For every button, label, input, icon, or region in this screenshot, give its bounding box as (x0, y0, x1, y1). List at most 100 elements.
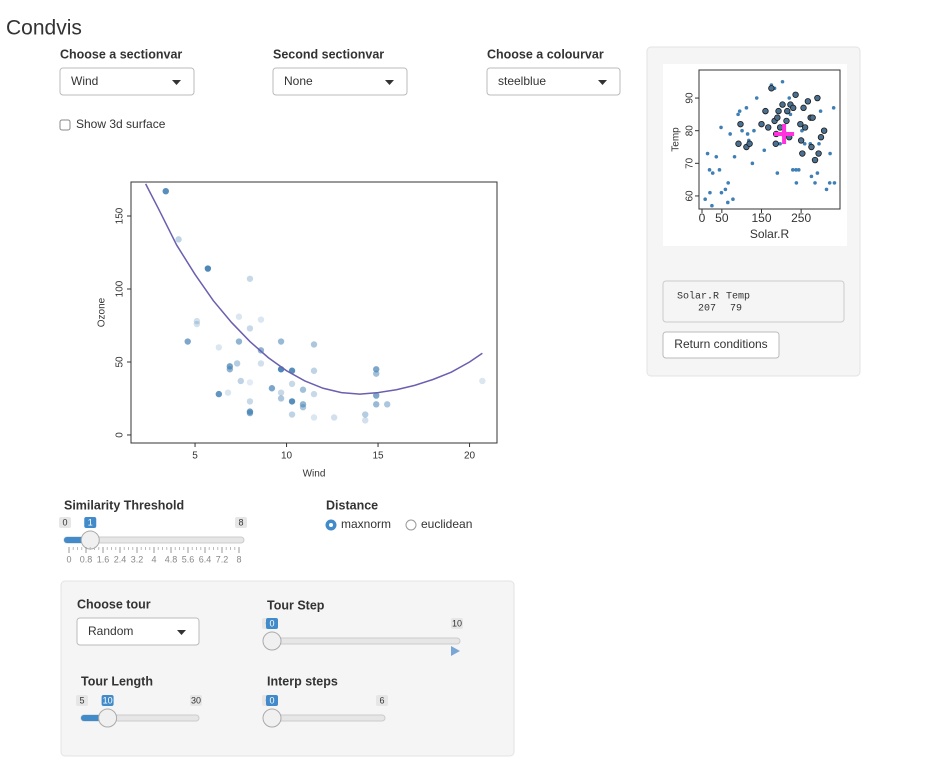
slider-handle[interactable] (262, 708, 282, 728)
y-axis-label: Ozone (97, 297, 108, 327)
slider-min: 0 (62, 517, 67, 527)
point (717, 168, 722, 172)
point (809, 174, 814, 179)
select-value: Random (88, 624, 133, 638)
app-title: Condvis (6, 17, 82, 40)
slider-max-bg (376, 695, 388, 706)
slider-value-bg (84, 517, 97, 528)
point (705, 151, 710, 156)
y-tick-label: 60 (685, 190, 696, 202)
point (797, 137, 805, 144)
select-label: Second sectionvar (273, 47, 384, 61)
conditions-value: 207 (698, 304, 716, 315)
slider-label: Tour Step (267, 598, 325, 612)
point (787, 96, 792, 100)
select-box[interactable] (76, 617, 200, 646)
point (268, 385, 276, 392)
x-axis-label: Wind (303, 469, 326, 480)
condition-cross (774, 123, 795, 144)
point (707, 168, 712, 172)
point (737, 120, 744, 128)
slider-max: 30 (191, 695, 201, 705)
x-tick-label: 20 (464, 451, 476, 462)
point (175, 236, 182, 243)
slider-handle[interactable] (98, 708, 118, 728)
y-tick-label: 70 (685, 157, 696, 169)
slider-tick-label: 0.8 (80, 554, 93, 564)
point (725, 200, 730, 205)
point (814, 94, 821, 102)
point (737, 109, 742, 113)
point (788, 112, 793, 117)
slider-tick-label: 7.2 (216, 554, 229, 564)
slider-max-bg (190, 695, 202, 706)
slider-min-bg (76, 695, 88, 706)
point (277, 338, 285, 345)
point (246, 409, 254, 417)
point (299, 404, 307, 411)
slider-value: 1 (88, 517, 93, 527)
y-tick-label: 100 (115, 280, 126, 297)
slider-label: Similarity Threshold (64, 498, 184, 512)
dropdown-arrow (385, 80, 394, 85)
slider-value: 0 (269, 618, 274, 628)
point (815, 150, 822, 157)
point (373, 370, 380, 377)
point (310, 341, 318, 348)
point (224, 389, 232, 396)
point (310, 414, 318, 421)
point (794, 168, 798, 172)
dropdown-arrow (177, 630, 186, 635)
point (193, 320, 201, 328)
point (373, 392, 380, 399)
point (765, 124, 772, 131)
point (731, 197, 735, 202)
radio[interactable] (405, 519, 417, 531)
point (818, 109, 823, 113)
point (373, 366, 380, 373)
select-box[interactable] (59, 67, 195, 96)
point (811, 156, 819, 164)
plot-frame (698, 69, 841, 210)
slider-max: 6 (379, 695, 384, 705)
point (233, 360, 241, 367)
point (277, 389, 285, 396)
point (384, 401, 391, 408)
point (184, 338, 191, 345)
radio-group-label: Distance (326, 498, 378, 512)
x-tick-label: 50 (715, 211, 729, 225)
checkbox[interactable] (59, 119, 71, 131)
point (215, 390, 223, 398)
point (310, 367, 318, 374)
slider-max: 10 (452, 618, 462, 628)
point (710, 203, 714, 208)
slider-track (266, 714, 386, 722)
point (815, 171, 820, 175)
point (726, 181, 730, 185)
point (776, 124, 784, 131)
slider-handle[interactable] (80, 530, 100, 550)
point (728, 132, 732, 136)
y-tick-label: 90 (685, 92, 696, 104)
play-button[interactable] (451, 646, 460, 656)
point (330, 414, 338, 421)
conditions-value: 79 (730, 304, 742, 315)
point (277, 395, 285, 402)
conditions-col: Solar.R (677, 291, 719, 303)
select-box[interactable] (272, 67, 408, 96)
slider-tick-label: 1.6 (97, 554, 110, 564)
select-box[interactable] (486, 67, 621, 96)
select-value: None (284, 74, 313, 88)
point (775, 171, 780, 175)
point (719, 190, 724, 195)
point (754, 96, 759, 100)
slider-handle[interactable] (262, 631, 282, 651)
slider-min: 5 (79, 695, 84, 705)
point (235, 338, 243, 345)
slider-value-bg (101, 695, 114, 706)
point (752, 128, 756, 133)
slider-tick-label: 2.4 (114, 554, 127, 564)
button[interactable] (662, 331, 780, 359)
x-tick-label: 250 (791, 211, 811, 225)
point (762, 107, 769, 115)
